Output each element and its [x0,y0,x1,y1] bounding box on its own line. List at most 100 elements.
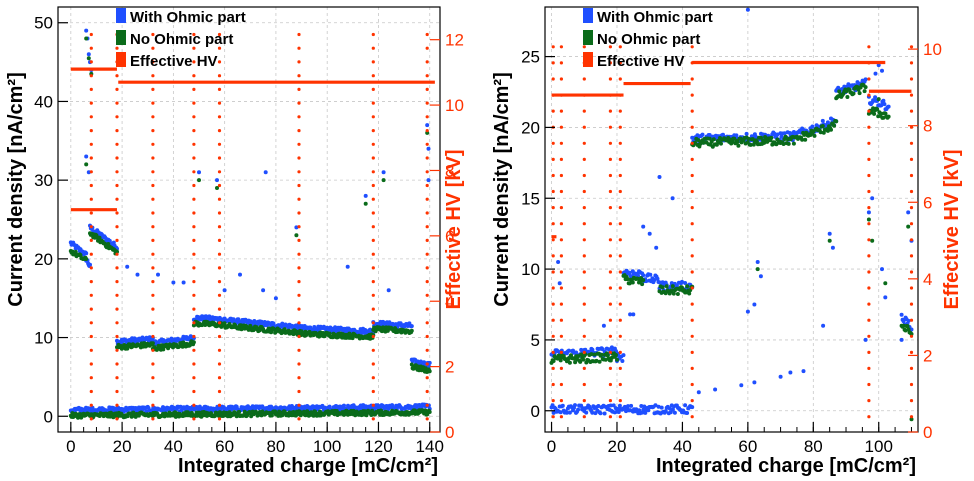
chart2-data-point [576,407,581,412]
chart2-legend-label: No Ohmic part [597,31,700,48]
chart1-hv-point [371,197,375,201]
chart2-data-point [827,231,832,236]
chart2-hv-point [909,206,914,210]
chart2-hv-point [909,286,914,290]
chart1-hv-point [89,362,93,366]
chart1-data-point [197,178,201,183]
chart1-y2-tick-label: 2 [445,358,454,377]
chart1-hv-point [89,129,93,133]
chart1-data-point [353,413,358,418]
chart2-data-point [696,138,701,143]
chart1-hv-point [297,87,301,91]
chart1-hv-point [371,60,375,64]
chart1-hv-point [151,115,155,119]
chart2-hv-point [559,286,564,290]
chart2-hv-point [867,173,871,178]
chart2-data-point [906,210,911,215]
chart1-data-point [86,56,91,61]
chart2-hv-point [909,109,914,113]
chart2-data-point [730,139,735,144]
chart1-hv-point [115,170,119,174]
chart1-data-point [426,178,431,183]
chart1-hv-point [217,225,222,229]
chart1-hv-point [425,280,429,284]
chart1-data-point [86,52,91,57]
chart1-hv-point [297,362,301,366]
chart2-hv-point [582,286,586,290]
chart1-legend-label: No Ohmic part [130,31,233,48]
chart1-hv-point [371,142,375,146]
chart2-hv-point [582,141,586,145]
chart1-hv-point [89,348,93,352]
chart1-hv-point [371,307,375,311]
chart1-hv-point [89,238,93,242]
chart2-data-point [881,115,886,120]
chart1-data-point [280,321,285,326]
chart2-data-point [602,411,607,416]
chart2-hv-point [551,109,555,113]
chart2-hv-point [551,382,555,387]
chart1-hv-point [89,293,93,297]
chart1-y2-tick-label: 10 [445,96,464,115]
chart2-hv-point [559,350,564,354]
chart2-hv-point [867,222,871,226]
chart2-hv-point [618,189,622,194]
chart2-data-point [597,359,602,364]
chart1-x-tick-label: 20 [113,437,132,456]
chart1-hv-point [297,389,301,394]
chart1-hv-point [115,74,119,78]
chart1-hv-point [217,403,222,407]
chart1-data-point [237,409,242,414]
chart2-hv-point [551,334,555,338]
chart2-data-point [801,369,806,374]
chart2-data-point [648,272,653,277]
chart1-hv-point [89,101,93,105]
chart1-hv-point [89,142,93,146]
chart2-data-point [690,405,695,410]
chart1-data-point [364,413,369,418]
chart2-data-point [906,327,911,332]
chart1-hv-point [151,307,155,311]
chart1-hv-point [425,307,429,311]
chart1-hv-point [115,142,119,146]
chart2-data-point [680,279,684,284]
chart2-hv-point [690,189,694,194]
chart1-hv-point [115,403,119,407]
chart1-hv-point [217,307,222,311]
chart1-hv-point [89,321,93,325]
chart2-hv-point [690,366,694,370]
chart2-data-point [646,408,651,413]
chart1-hv-point [115,321,119,325]
chart2-data-point [576,354,581,359]
chart2-hv-point [867,125,871,129]
chart2-hv-point [867,415,871,419]
chart1-hv-point [89,307,93,311]
chart2-hv-point [608,173,613,178]
chart2-data-point [832,123,837,128]
chart1-hv-point [371,376,375,380]
chart2-hv-point [867,286,871,290]
chart1-hv-point [425,252,429,256]
chart1-legend-entry: Effective HV [116,52,218,70]
chart2-y-tick-label: 20 [521,118,540,137]
chart1-hv-point [89,32,93,37]
chart2-data-point [899,312,904,317]
chart1-y-tick-label: 50 [34,14,53,33]
chart2-hv-point [608,222,613,226]
chart2-data-point [592,352,597,357]
chart1-data-point [311,413,316,418]
chart1-hv-point [425,197,429,201]
chart2-data-point [594,358,599,363]
chart2-hv-point [559,334,564,338]
chart2-hv-point [559,157,564,161]
chart2-hv-point [909,415,914,419]
chart2-hv-point [608,109,613,113]
chart1-data-point [381,170,386,175]
chart2-data-point [625,277,630,282]
chart1-data-point [84,162,89,167]
chart1-hv-point [192,252,196,256]
chart1-y2-axis-title: Effective HV [kV] [443,149,465,309]
chart2-hv-point [582,189,586,194]
chart1-hv-point [151,60,155,64]
chart2-data-point [615,357,619,362]
